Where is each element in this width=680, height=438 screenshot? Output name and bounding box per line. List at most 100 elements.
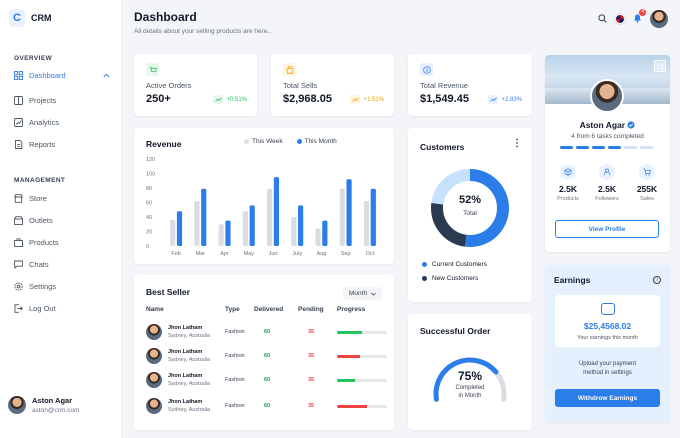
sidebar-item-label: Analytics [29, 117, 60, 127]
table-row[interactable]: Jhon Latham Sydney, Australia Fashion 60… [146, 346, 387, 366]
seller-name: Jhon Latham [168, 373, 203, 379]
profile-stat-value: 2.5K [559, 184, 577, 194]
search-icon[interactable] [598, 13, 607, 25]
stat-card-active-orders: Active Orders 250+ +0.51% [134, 54, 257, 116]
profile-avatar[interactable] [590, 79, 624, 113]
y-tick-label: 100 [146, 172, 155, 178]
svg-text:$: $ [425, 67, 428, 72]
legend-dot-icon [422, 262, 427, 267]
user-name: Aston Agar [32, 396, 73, 405]
dollar-icon: $ [420, 63, 433, 76]
revenue-title: Revenue [146, 139, 182, 149]
external-link-icon[interactable] [654, 60, 666, 72]
successful-order-card: Successful Order 75% Completed in Month [408, 314, 532, 430]
earnings-summary: $25,4568.02 Your earnings this month [555, 295, 660, 347]
sidebar-item-chats[interactable]: Chats [14, 257, 110, 271]
page-subtitle: All details about your selling products … [134, 28, 271, 35]
sidebar-item-dashboard[interactable]: Dashboard [14, 68, 110, 82]
sidebar-item-outlets[interactable]: Outlets [14, 213, 110, 227]
avatar [146, 324, 162, 340]
seller-type: Fashion [225, 403, 245, 409]
bar-this-month[interactable] [370, 188, 376, 246]
sidebar-user[interactable]: Aston Agar aston@crm.com [8, 396, 79, 414]
sidebar-item-settings[interactable]: Settings [14, 279, 110, 293]
bar-this-week[interactable] [315, 228, 321, 246]
seller-delivered: 60 [264, 353, 271, 359]
successful-order-gauge [433, 357, 507, 402]
table-row[interactable]: Jhon Latham Sydney, Australia Fashion 60… [146, 396, 387, 416]
notification-bell[interactable]: 4 [633, 9, 646, 25]
y-tick-label: 40 [146, 215, 152, 221]
chevron-up-icon[interactable] [103, 71, 110, 80]
sidebar-item-label: Chats [29, 259, 49, 269]
legend-new-customers[interactable]: New Customers [422, 275, 478, 282]
month-filter-select[interactable]: Month [343, 287, 383, 300]
logo[interactable]: C CRM [9, 9, 52, 27]
earnings-card: Earnings i $25,4568.02 Your earnings thi… [545, 265, 670, 422]
info-icon[interactable]: i [653, 276, 661, 284]
revenue-bar-chart: 0 20 40 60 80 100 120 Feb Mar Apr May Jun July Aug Sep… [146, 157, 376, 257]
bar-this-week[interactable] [242, 211, 248, 246]
donut-segment[interactable] [431, 169, 509, 247]
revenue-card: Revenue This Week This Month 0 20 40 60 80 10… [134, 128, 394, 264]
donut-segment[interactable] [431, 169, 509, 247]
avatar [8, 396, 26, 414]
legend-current-customers[interactable]: Current Customers [422, 261, 487, 268]
language-flag-icon[interactable] [615, 14, 625, 24]
task-progress-steps [560, 146, 653, 149]
sidebar-item-label: Reports [29, 139, 56, 149]
more-options-icon[interactable]: ⋮ [512, 138, 522, 149]
bag-icon [283, 63, 296, 76]
avatar [146, 348, 162, 364]
legend-this-month[interactable]: This Month [296, 138, 337, 145]
table-row[interactable]: Jhon Latham Sydney, Australia Fashion 60… [146, 322, 387, 342]
seller-pending: 35 [308, 403, 315, 409]
customers-percent: 52% [458, 194, 482, 206]
bar-this-month[interactable] [298, 205, 304, 246]
sidebar-item-store[interactable]: Store [14, 191, 110, 205]
profile-stat-label: Products [557, 196, 579, 202]
header-avatar[interactable] [650, 10, 668, 28]
bar-this-month[interactable] [201, 188, 207, 246]
outlets-icon [14, 215, 23, 225]
bar-this-month[interactable] [346, 179, 352, 246]
seller-name: Jhon Latham [168, 399, 203, 405]
avatar [146, 372, 162, 388]
customers-title: Customers [420, 142, 465, 152]
bar-this-week[interactable] [267, 188, 273, 246]
table-row[interactable]: Jhon Latham Sydney, Australia Fashion 60… [146, 370, 387, 390]
chats-icon [14, 260, 23, 269]
bar-this-week[interactable] [291, 217, 297, 246]
bar-this-week[interactable] [339, 188, 345, 246]
column-header-pending: Pending [298, 306, 324, 313]
profile-stat-products: 2.5K Products [550, 164, 586, 202]
bar-this-month[interactable] [249, 205, 255, 246]
customers-card: Customers ⋮ 52% Total Current Customers … [408, 128, 532, 302]
sidebar-item-reports[interactable]: Reports [14, 137, 110, 151]
bar-this-month[interactable] [176, 211, 183, 246]
trend-up-icon [213, 95, 224, 104]
bar-this-week[interactable] [363, 201, 370, 246]
bar-this-month[interactable] [225, 220, 231, 246]
products-icon [560, 164, 576, 180]
view-profile-button[interactable]: View Profile [555, 220, 659, 238]
x-tick-label: Oct [366, 251, 375, 257]
sidebar-item-logout[interactable]: Log Out [14, 301, 110, 315]
bar-this-week[interactable] [218, 224, 224, 246]
withdraw-earnings-button[interactable]: Withdrow Earnings [555, 389, 660, 407]
sidebar-item-analytics[interactable]: Analytics [14, 115, 110, 129]
bar-this-week[interactable] [170, 219, 176, 246]
progress-fill [337, 355, 360, 358]
sidebar-item-products[interactable]: Products [14, 235, 110, 249]
seller-location: Sydney, Australia [168, 407, 211, 413]
bell-icon [634, 14, 641, 23]
bar-this-month[interactable] [273, 177, 279, 246]
legend-this-week[interactable]: This Week [244, 138, 283, 145]
bar-this-week[interactable] [194, 201, 200, 246]
settings-icon [14, 281, 23, 291]
earnings-message: Upload your payment method in settings [578, 361, 637, 376]
sidebar-item-label: Store [29, 193, 47, 203]
sidebar-item-projects[interactable]: Projects [14, 93, 110, 107]
stat-value: $1,549.45 [420, 93, 469, 105]
bar-this-month[interactable] [322, 220, 328, 246]
